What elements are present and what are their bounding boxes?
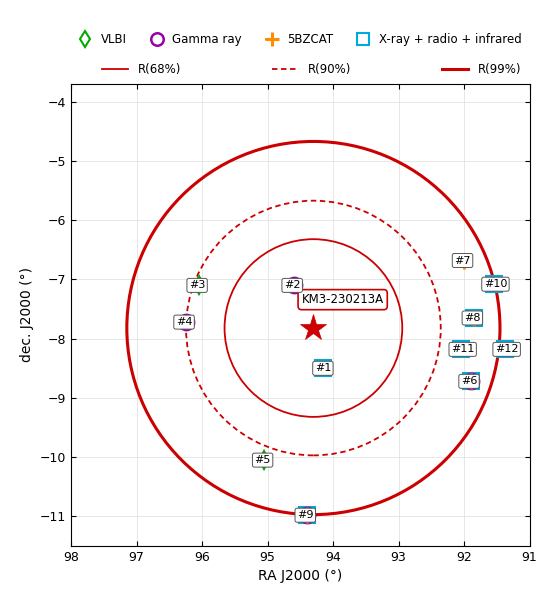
Text: #1: #1 xyxy=(314,364,331,373)
X-axis label: RA J2000 (°): RA J2000 (°) xyxy=(258,569,342,583)
Text: #8: #8 xyxy=(464,313,480,323)
Text: #12: #12 xyxy=(495,344,518,355)
Text: #2: #2 xyxy=(284,280,300,290)
Text: #6: #6 xyxy=(461,376,477,386)
Text: #9: #9 xyxy=(297,510,313,520)
Text: #11: #11 xyxy=(451,344,474,355)
Text: #10: #10 xyxy=(484,279,507,289)
Legend: VLBI, Gamma ray, 5BZCAT, X-ray + radio + infrared: VLBI, Gamma ray, 5BZCAT, X-ray + radio +… xyxy=(77,31,524,48)
Text: #7: #7 xyxy=(454,256,471,266)
Text: #5: #5 xyxy=(254,455,271,465)
Text: #4: #4 xyxy=(176,317,192,327)
Text: #3: #3 xyxy=(189,280,205,290)
Y-axis label: dec. J2000 (°): dec. J2000 (°) xyxy=(20,268,34,362)
Text: KM3-230213A: KM3-230213A xyxy=(301,293,384,306)
